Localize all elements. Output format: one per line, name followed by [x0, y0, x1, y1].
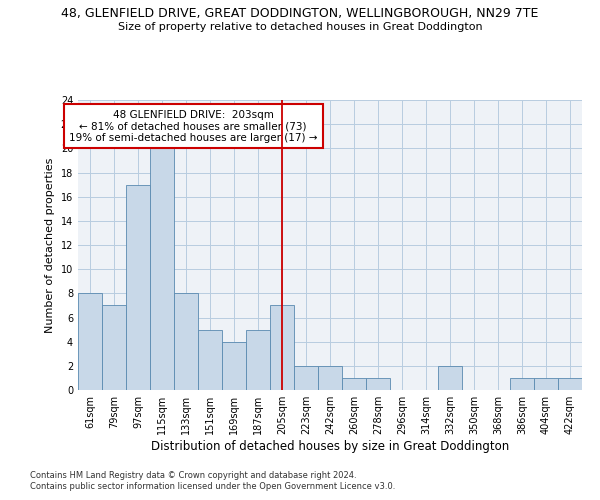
- Bar: [558, 378, 582, 390]
- Bar: [366, 378, 390, 390]
- Text: Contains public sector information licensed under the Open Government Licence v3: Contains public sector information licen…: [30, 482, 395, 491]
- Text: Size of property relative to detached houses in Great Doddington: Size of property relative to detached ho…: [118, 22, 482, 32]
- Bar: [102, 306, 126, 390]
- Bar: [510, 378, 534, 390]
- Bar: [198, 330, 222, 390]
- Y-axis label: Number of detached properties: Number of detached properties: [45, 158, 55, 332]
- Text: 48 GLENFIELD DRIVE:  203sqm
← 81% of detached houses are smaller (73)
19% of sem: 48 GLENFIELD DRIVE: 203sqm ← 81% of deta…: [69, 110, 317, 143]
- Bar: [270, 306, 294, 390]
- Bar: [78, 294, 102, 390]
- Bar: [126, 184, 150, 390]
- X-axis label: Distribution of detached houses by size in Great Doddington: Distribution of detached houses by size …: [151, 440, 509, 453]
- Text: 48, GLENFIELD DRIVE, GREAT DODDINGTON, WELLINGBOROUGH, NN29 7TE: 48, GLENFIELD DRIVE, GREAT DODDINGTON, W…: [61, 8, 539, 20]
- Bar: [246, 330, 270, 390]
- Bar: [150, 148, 174, 390]
- Bar: [222, 342, 246, 390]
- Bar: [318, 366, 342, 390]
- Bar: [294, 366, 318, 390]
- Bar: [174, 294, 198, 390]
- Text: Contains HM Land Registry data © Crown copyright and database right 2024.: Contains HM Land Registry data © Crown c…: [30, 470, 356, 480]
- Bar: [438, 366, 462, 390]
- Bar: [342, 378, 366, 390]
- Bar: [534, 378, 558, 390]
